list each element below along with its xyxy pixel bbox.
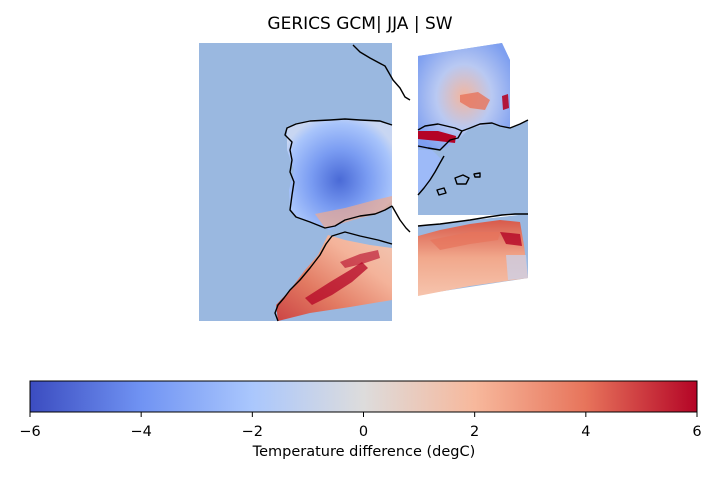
alps-warm <box>460 92 490 110</box>
coastal-warm-band <box>430 232 500 250</box>
coastlines <box>274 44 529 322</box>
tell-atlas-hotspot <box>500 232 522 246</box>
alps-red <box>502 94 509 110</box>
colorbar-tick-label: 4 <box>581 424 591 440</box>
south-iberia-warm <box>315 196 392 228</box>
colorbar-tick-label: 0 <box>358 424 369 440</box>
atlas-hotspot <box>305 262 368 305</box>
pyrenees-hotspot <box>418 131 456 143</box>
colorbar <box>29 380 698 417</box>
colorbar-gradient <box>29 380 698 413</box>
colorbar-label: Temperature difference (degC) <box>252 444 476 460</box>
sahara-cool-edge <box>506 255 528 280</box>
east-panel-north <box>418 43 528 215</box>
map-title: GERICS GCM| JJA | SW <box>267 14 453 34</box>
colorbar-tick-label: 6 <box>692 424 702 440</box>
ne-iberia-land <box>418 150 442 195</box>
colorbar-tick-label: −6 <box>19 424 41 440</box>
iberia-land <box>287 119 392 230</box>
colorbar-tick-label: −4 <box>130 424 152 440</box>
west-panel <box>199 43 392 321</box>
colorbar-ticks <box>29 412 698 417</box>
colorbar-tick-label: −2 <box>241 424 264 440</box>
east-panel-south <box>418 214 528 296</box>
colorbar-tick-label: 2 <box>470 424 480 440</box>
atlas-hotspot-2 <box>340 250 380 268</box>
